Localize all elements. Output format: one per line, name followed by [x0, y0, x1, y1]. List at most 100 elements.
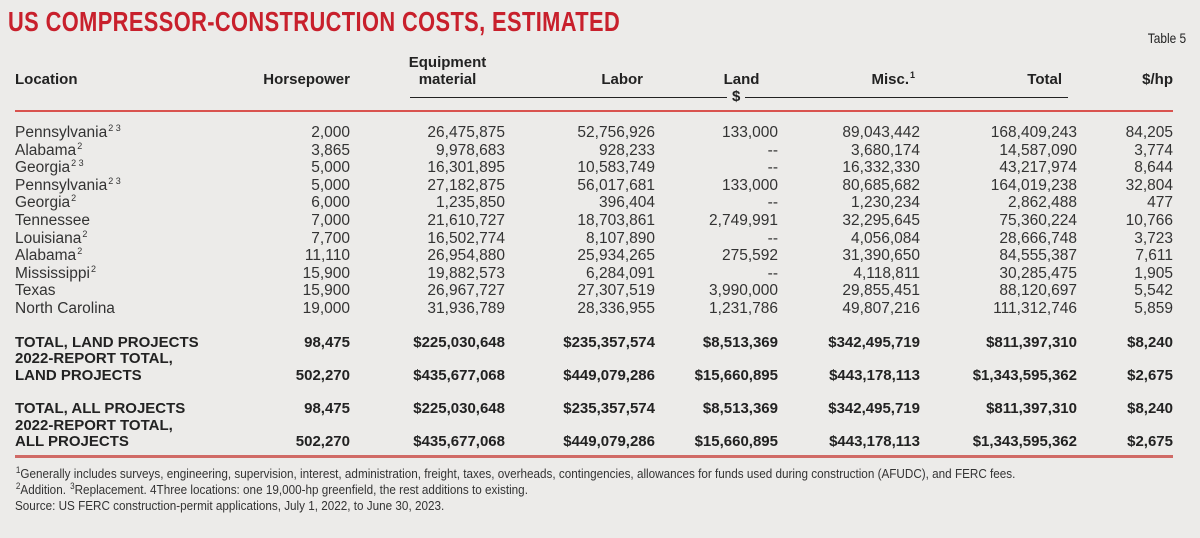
table-row: Alabama2 11,110 26,954,880 25,934,265 275,59… [15, 247, 1173, 265]
table-row: Louisiana2 7,700 16,502,774 8,107,890 -- 4,05… [15, 228, 1173, 248]
bottom-rule [15, 450, 1173, 458]
total-per_hp: $2,675 [1127, 366, 1173, 384]
cell-hp: 6,000 [311, 194, 350, 212]
cell-total: 111,312,746 [993, 299, 1077, 317]
cell-labor: 28,336,955 [577, 299, 655, 317]
cell-total: 168,409,243 [990, 124, 1077, 141]
total-label: TOTAL, LAND PROJECTS [15, 333, 199, 351]
cell-labor: 56,017,681 [577, 176, 655, 194]
cell-location: Tennessee [15, 211, 90, 229]
total-total: $811,397,310 [986, 400, 1077, 418]
cell-land: 133,000 [721, 176, 778, 194]
total-hp: 502,270 [295, 433, 350, 451]
total-row: TOTAL, LAND PROJECTS 98,475 $225,030,648 $2… [15, 333, 1173, 352]
cell-total: 14,587,090 [999, 141, 1077, 159]
header-land: Land [723, 71, 760, 88]
cell-misc: 49,807,216 [842, 299, 920, 317]
total-row: TOTAL, ALL PROJECTS 98,475 $225,030,648 $23… [15, 400, 1173, 418]
header-per-hp: $/hp [1142, 71, 1173, 88]
cell-location: Mississippi2 [15, 263, 96, 282]
cell-hp: 5,000 [311, 159, 350, 177]
cell-land: -- [767, 264, 778, 282]
total-misc: $443,178,113 [829, 433, 920, 451]
cell-total: 164,019,238 [990, 176, 1077, 194]
cell-total: 2,862,488 [1008, 194, 1077, 212]
cell-labor: 27,307,519 [577, 282, 655, 300]
cell-land: 1,231,786 [709, 299, 778, 317]
total-equipment: $225,030,648 [413, 400, 505, 418]
header-equipment: Equipment material [408, 54, 487, 88]
cell-hp: 2,000 [311, 124, 350, 141]
total-equipment: $225,030,648 [413, 333, 505, 351]
cell-hp: 11,110 [304, 247, 350, 265]
cell-misc: 29,855,451 [842, 282, 920, 300]
footnote-2-3: 2Addition. 3Replacement. 4Three location… [15, 481, 528, 498]
total-land: $15,660,895 [694, 433, 778, 451]
cell-labor: 8,107,890 [586, 229, 655, 247]
cell-location: Pennsylvania2 3 [15, 123, 121, 142]
cell-land: 2,749,991 [709, 211, 778, 229]
total-misc: $443,178,113 [829, 366, 920, 384]
cell-hp: 15,900 [302, 282, 350, 300]
footnote-1: 1Generally includes surveys, engineering… [15, 465, 1016, 482]
total-hp: 98,475 [304, 333, 350, 351]
cell-per_hp: 5,859 [1134, 299, 1173, 317]
table-row: Texas 15,900 26,967,727 27,307,519 3,990,000… [15, 282, 1173, 300]
cell-total: 84,555,387 [999, 247, 1077, 265]
cell-land: -- [767, 229, 778, 247]
table-row: Alabama2 3,865 9,978,683 928,233 -- 3,680,174… [15, 141, 1173, 160]
total-per_hp: $8,240 [1127, 400, 1173, 418]
cell-labor: 10,583,749 [577, 159, 655, 177]
total-misc: $342,495,719 [828, 400, 920, 418]
cell-land: 3,990,000 [709, 282, 778, 300]
table-row: Pennsylvania2 3 2,000 26,475,875 52,756,926… [15, 124, 1173, 142]
cell-misc: 89,043,442 [842, 124, 920, 141]
footnotes: 1Generally includes surveys, engineering… [15, 466, 1015, 514]
source-note: Source: US FERC construction-permit appl… [15, 498, 445, 513]
cell-labor: 52,756,926 [577, 124, 655, 141]
cell-per_hp: 3,774 [1134, 141, 1173, 159]
cell-location: Georgia2 [15, 193, 77, 212]
total-misc: $342,495,719 [828, 333, 920, 351]
cell-location: Alabama2 [15, 246, 83, 265]
total-total: $1,343,595,362 [972, 433, 1077, 451]
cell-equipment: 16,301,895 [427, 159, 505, 177]
cell-hp: 19,000 [302, 299, 350, 317]
header-location: Location [15, 71, 78, 88]
total-land: $15,660,895 [694, 366, 778, 384]
cell-hp: 7,000 [311, 211, 350, 229]
cell-land: -- [767, 141, 778, 159]
total-equipment: $435,677,068 [413, 433, 505, 451]
cell-hp: 15,900 [302, 264, 350, 282]
cell-per_hp: 7,611 [1135, 247, 1173, 265]
cell-labor: 6,284,091 [586, 264, 655, 282]
cell-equipment: 9,978,683 [436, 141, 505, 159]
cell-misc: 4,118,811 [853, 264, 920, 282]
cell-per_hp: 477 [1147, 194, 1173, 212]
total-total: $811,397,310 [986, 333, 1077, 351]
cell-total: 88,120,697 [999, 282, 1077, 300]
total-labor: $449,079,286 [563, 433, 655, 451]
table-title: US COMPRESSOR-CONSTRUCTION COSTS, ESTIMA… [8, 6, 621, 37]
cell-land: -- [767, 159, 778, 177]
cell-hp: 3,865 [311, 141, 350, 159]
total-label: 2022-REPORT TOTAL, LAND PROJECTS [15, 350, 173, 384]
total-hp: 98,475 [304, 400, 350, 418]
cell-land: 275,592 [721, 247, 778, 265]
cell-per_hp: 3,723 [1134, 229, 1173, 247]
total-equipment: $435,677,068 [413, 366, 505, 384]
table-row: Pennsylvania2 3 5,000 27,182,875 56,017,681… [15, 176, 1173, 195]
cell-hp: 5,000 [311, 176, 350, 194]
total-label: TOTAL, ALL PROJECTS [15, 400, 186, 418]
cell-location: North Carolina [15, 299, 115, 317]
cell-equipment: 19,882,573 [427, 264, 505, 282]
cell-total: 43,217,974 [999, 159, 1077, 177]
cell-location: Louisiana2 [15, 228, 88, 247]
cell-per_hp: 1,905 [1134, 264, 1173, 282]
header-misc: Misc.1 [871, 70, 915, 89]
cell-equipment: 26,967,727 [427, 282, 505, 300]
header-row: Location Horsepower Equipment material La… [15, 52, 1173, 88]
table-row: Tennessee 7,000 21,610,727 18,703,861 2,749,… [15, 212, 1173, 230]
cell-equipment: 26,954,880 [427, 247, 505, 265]
cell-misc: 80,685,682 [842, 176, 920, 194]
